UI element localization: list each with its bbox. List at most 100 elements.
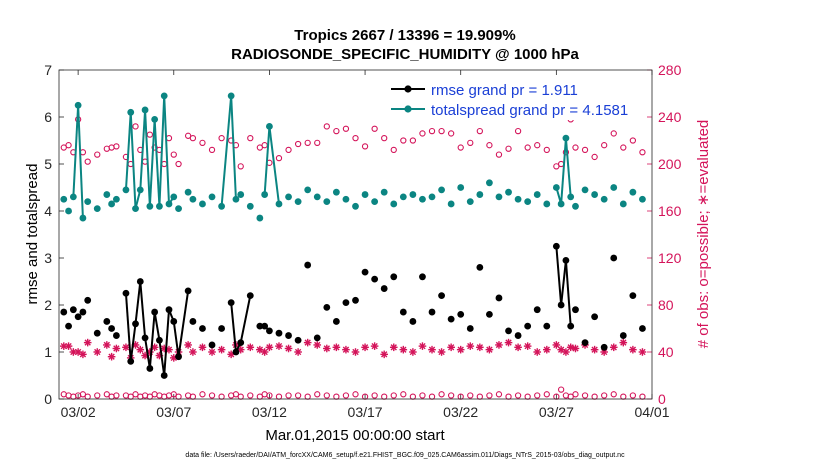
- totalspread-line-segment: [268, 126, 280, 205]
- totalspread-point: [313, 193, 321, 201]
- rmse-line-segment: [144, 337, 151, 369]
- obs-evaluated-point: [380, 350, 388, 359]
- y-right-tick-label: 200: [658, 156, 682, 172]
- obs-possible-point: [400, 137, 407, 144]
- rmse-point: [84, 296, 92, 304]
- rmse-line-segment: [124, 293, 132, 362]
- rmse-point: [552, 242, 560, 250]
- obs-evaluated-point: [189, 348, 197, 356]
- rmse-point: [246, 292, 254, 299]
- obs-evaluated-point: [323, 344, 331, 353]
- rmse-point: [141, 334, 149, 342]
- obs-possible-point: [247, 134, 254, 142]
- totalspread-point: [189, 195, 197, 203]
- obs-possible-zero-point: [543, 391, 550, 398]
- rmse-point: [610, 254, 618, 262]
- rmse-point: [218, 325, 225, 332]
- obs-evaluated-point: [136, 345, 145, 354]
- totalspread-point: [323, 198, 331, 206]
- obs-possible-point: [342, 125, 350, 132]
- rmse-point: [419, 273, 426, 281]
- footer-data-file: data file: /Users/raeder/DAI/ATM_forcXX/…: [185, 452, 625, 459]
- obs-evaluated-point: [217, 345, 226, 354]
- rmse-point: [313, 334, 321, 342]
- rmse-point: [232, 348, 240, 356]
- obs-evaluated-point: [552, 341, 561, 349]
- rmse-point: [409, 318, 417, 325]
- x-tick-label: 03/27: [539, 404, 574, 420]
- y-right-tick-label: 160: [658, 203, 682, 219]
- obs-possible-point: [256, 144, 264, 151]
- obs-possible-point: [629, 137, 637, 144]
- obs-evaluated-point: [571, 344, 580, 353]
- rmse-point: [160, 372, 168, 379]
- obs-possible-point: [208, 146, 216, 154]
- rmse-point: [108, 325, 116, 332]
- totalspread-point: [132, 205, 139, 213]
- legend-totalspread-label: totalspread grand pr = 4.1581: [431, 102, 628, 119]
- obs-possible-point: [409, 137, 417, 144]
- totalspread-point: [65, 207, 72, 215]
- rmse-line-segment: [560, 260, 567, 306]
- rmse-line-segment: [239, 295, 252, 343]
- rmse-point: [304, 261, 312, 269]
- rmse-line-segment: [172, 321, 180, 357]
- totalspread-point: [457, 184, 465, 191]
- y-left-tick-label: 6: [44, 109, 52, 125]
- totalspread-point: [122, 186, 130, 194]
- obs-evaluated-point: [303, 338, 312, 347]
- obs-possible-point: [428, 127, 436, 135]
- rmse-point: [476, 264, 484, 271]
- obs-possible-point: [60, 144, 67, 151]
- obs-possible-point: [218, 134, 225, 142]
- rmse-line-segment: [129, 323, 137, 362]
- rmse-point: [266, 327, 273, 335]
- totalspread-point: [380, 188, 388, 196]
- rmse-line-segment: [153, 311, 161, 341]
- obs-possible-point: [495, 151, 503, 158]
- obs-possible-zero-point: [323, 392, 330, 399]
- obs-evaluated-point: [198, 343, 207, 352]
- y-right-tick-label: 0: [658, 391, 666, 407]
- rmse-point: [208, 341, 216, 349]
- obs-possible-point: [333, 127, 340, 135]
- obs-possible-zero-point: [419, 392, 426, 399]
- totalspread-point: [146, 202, 154, 210]
- obs-evaluated-point: [495, 341, 503, 349]
- totalspread-line-segment: [163, 95, 170, 204]
- totalspread-point: [261, 191, 269, 198]
- obs-possible-point: [189, 134, 197, 142]
- totalspread-line-segment: [230, 95, 237, 200]
- obs-possible-zero-point: [557, 386, 565, 393]
- rmse-point: [495, 294, 503, 302]
- totalspread-point: [84, 198, 92, 206]
- totalspread-point: [227, 92, 235, 100]
- plot-area: [59, 70, 652, 399]
- rmse-point: [256, 322, 264, 330]
- legend: rmse grand pr = 1.911 totalspread grand …: [387, 76, 645, 120]
- x-tick-label: 03/17: [348, 404, 383, 420]
- totalspread-point: [438, 186, 445, 194]
- obs-possible-point: [620, 144, 627, 151]
- obs-possible-zero-point: [447, 392, 455, 399]
- rmse-point: [466, 325, 474, 332]
- rmse-point: [361, 268, 369, 276]
- obs-possible-zero-point: [294, 392, 302, 399]
- totalspread-point: [524, 198, 532, 206]
- totalspread-point: [266, 123, 273, 130]
- totalspread-point: [232, 195, 240, 203]
- obs-possible-zero-point: [285, 392, 292, 399]
- rmse-point: [600, 343, 608, 351]
- obs-possible-point: [457, 144, 464, 151]
- x-tick-label: 03/12: [252, 404, 287, 420]
- totalspread-point: [93, 205, 101, 213]
- totalspread-point: [294, 198, 302, 206]
- totalspread-point: [103, 191, 111, 198]
- y-left-tick-label: 7: [44, 62, 52, 78]
- rmse-point: [199, 325, 206, 332]
- totalspread-point: [184, 188, 192, 196]
- totalspread-point: [208, 193, 216, 201]
- obs-evaluated-point: [64, 342, 73, 350]
- obs-possible-zero-point: [208, 392, 216, 399]
